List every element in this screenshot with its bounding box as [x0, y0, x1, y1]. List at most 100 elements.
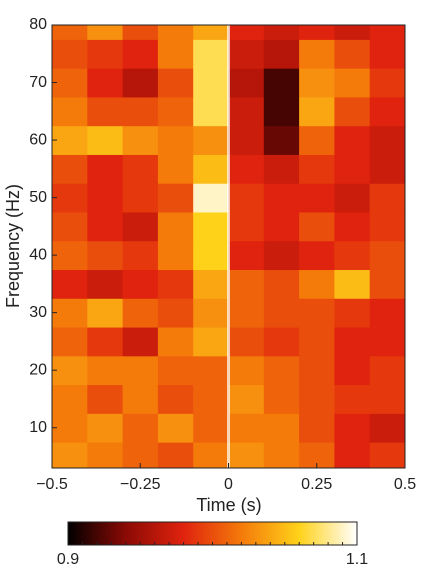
heatmap-cell: [122, 25, 159, 40]
heatmap-cell: [299, 211, 335, 242]
heatmap-cell: [193, 327, 229, 357]
y-tick-label: 30: [29, 304, 47, 321]
heatmap-cell: [334, 413, 371, 443]
heatmap-cell: [157, 125, 194, 155]
heatmap-cell: [193, 39, 229, 69]
heatmap-cell: [369, 384, 406, 414]
heatmap-cell: [122, 413, 159, 443]
heatmap-cell: [122, 39, 159, 69]
x-tick-label: 0.5: [394, 476, 416, 493]
heatmap-cell: [228, 298, 265, 328]
heatmap-cell: [193, 25, 229, 40]
heatmap-cell: [87, 96, 124, 127]
heatmap-cell: [157, 211, 194, 242]
heatmap-cell: [87, 240, 124, 271]
heatmap-cell: [52, 25, 88, 40]
heatmap-cell: [52, 327, 88, 357]
heatmap-cell: [157, 269, 194, 299]
heatmap-cell: [263, 413, 300, 443]
heatmap-cell: [263, 154, 300, 184]
heatmap-cell: [52, 298, 88, 328]
heatmap-cell: [157, 355, 194, 386]
heatmap-cell: [228, 384, 265, 414]
heatmap-cell: [299, 39, 335, 69]
heatmap-cell: [87, 211, 124, 242]
heatmap-cell: [157, 327, 194, 357]
heatmap-cell: [52, 183, 88, 213]
heatmap-cell: [299, 355, 335, 386]
y-tick-label: 60: [29, 131, 47, 148]
heatmap-cell: [299, 240, 335, 271]
y-tick-label: 10: [29, 419, 47, 436]
heatmap-cell: [193, 269, 229, 299]
heatmap-cell: [263, 125, 300, 155]
heatmap-cell: [122, 125, 159, 155]
heatmap-cell: [193, 413, 229, 443]
heatmap-cell: [369, 154, 406, 184]
heatmap-cell: [122, 240, 159, 271]
colorbar-tick-label: 1.1: [346, 551, 368, 568]
y-tick-label: 50: [29, 189, 47, 206]
heatmap-cell: [369, 269, 406, 299]
heatmap-cell: [334, 25, 371, 40]
heatmap-cell: [334, 39, 371, 69]
heatmap-cell: [334, 183, 371, 213]
heatmap-cell: [299, 96, 335, 127]
heatmap-cell: [157, 183, 194, 213]
y-tick-label: 20: [29, 361, 47, 378]
heatmap-cell: [193, 384, 229, 414]
heatmap-cell: [263, 384, 300, 414]
heatmap-cell: [369, 413, 406, 443]
heatmap-cell: [122, 96, 159, 127]
heatmap-cell: [263, 298, 300, 328]
heatmap-cell: [157, 39, 194, 69]
heatmap-cell: [369, 327, 406, 357]
heatmap-cell: [122, 154, 159, 184]
heatmap-cell: [334, 442, 371, 469]
heatmap-cell: [87, 154, 124, 184]
heatmap-cell: [299, 298, 335, 328]
heatmap-cell: [193, 240, 229, 271]
heatmap-cell: [334, 96, 371, 127]
heatmap-cell: [193, 154, 229, 184]
heatmap-cell: [299, 154, 335, 184]
y-axis-label: Frequency (Hz): [3, 184, 23, 308]
heatmap-cell: [52, 269, 88, 299]
heatmap-cell: [87, 183, 124, 213]
heatmap-cell: [228, 413, 265, 443]
heatmap-cell: [228, 183, 265, 213]
heatmap-cell: [52, 384, 88, 414]
heatmap-cell: [299, 25, 335, 40]
heatmap-cell: [334, 68, 371, 98]
heatmap-cell: [228, 442, 265, 469]
heatmap-cell: [334, 154, 371, 184]
heatmap-cell: [369, 39, 406, 69]
heatmap-cell: [299, 183, 335, 213]
heatmap-cell: [263, 355, 300, 386]
heatmap-cell: [193, 298, 229, 328]
heatmap-cell: [87, 125, 124, 155]
heatmap-cell: [52, 240, 88, 271]
heatmap-cell: [52, 413, 88, 443]
heatmap-cell: [263, 240, 300, 271]
heatmap-cell: [369, 125, 406, 155]
heatmap-cell: [263, 269, 300, 299]
heatmap-cell: [263, 68, 300, 98]
heatmap-cell: [299, 413, 335, 443]
heatmap-cell: [122, 183, 159, 213]
heatmap-cell: [369, 68, 406, 98]
heatmap-cell: [157, 298, 194, 328]
heatmap-cell: [263, 96, 300, 127]
heatmap-cell: [157, 25, 194, 40]
heatmap-cell: [263, 39, 300, 69]
heatmap-cell: [87, 355, 124, 386]
y-tick-label: 80: [29, 16, 47, 33]
heatmap-cell: [369, 211, 406, 242]
heatmap-cell: [122, 298, 159, 328]
colorbar-tick-label: 0.9: [57, 551, 79, 568]
heatmap-cell: [157, 240, 194, 271]
heatmap-cell: [193, 68, 229, 98]
heatmap-cell: [122, 269, 159, 299]
heatmap-cell: [87, 384, 124, 414]
heatmap-cell: [334, 269, 371, 299]
